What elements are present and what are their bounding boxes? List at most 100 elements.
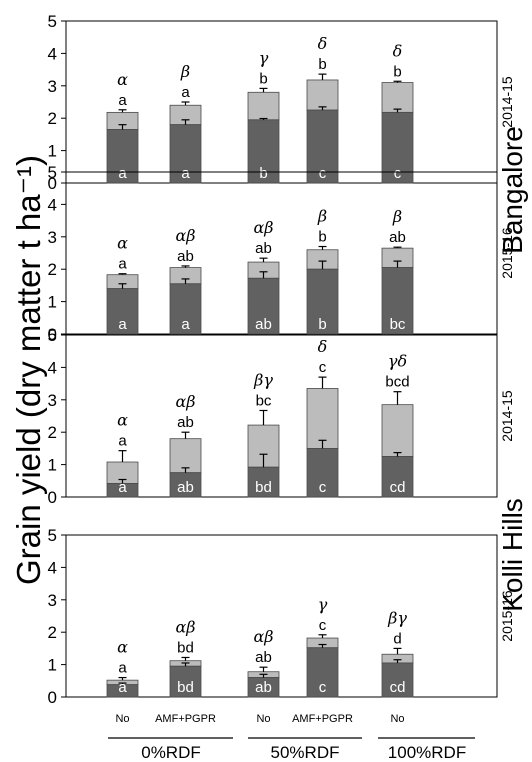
letter-total: bd xyxy=(177,639,194,656)
y-tick-label: 2 xyxy=(48,260,57,279)
letter-dark: ab xyxy=(255,679,272,696)
letter-dark: bc xyxy=(390,316,406,333)
y-tick-label: 0 xyxy=(48,174,57,193)
letter-total: c xyxy=(319,617,327,634)
y-tick-label: 0 xyxy=(48,688,57,707)
year-label: 2014-15 xyxy=(499,390,515,442)
x-category-label: AMF+PGPR xyxy=(155,713,216,725)
letter-total: a xyxy=(118,92,127,109)
letter-total: b xyxy=(318,56,326,73)
letter-greek: αβ xyxy=(175,617,195,636)
letter-total: ab xyxy=(389,229,406,246)
letter-dark: cd xyxy=(390,479,406,496)
bar-dark xyxy=(381,267,414,335)
letter-total: a xyxy=(181,84,190,101)
y-tick-label: 4 xyxy=(48,195,57,214)
bar-total xyxy=(381,404,414,457)
bar-dark xyxy=(106,129,139,184)
letter-total: b xyxy=(318,229,326,246)
year-label: 2015-16 xyxy=(499,227,515,279)
letter-dark: b xyxy=(259,165,267,182)
letter-greek: δ xyxy=(318,34,328,53)
letter-total: c xyxy=(319,359,327,376)
letter-dark: c xyxy=(319,679,327,696)
letter-greek: δ xyxy=(318,337,328,356)
bar-dark xyxy=(306,268,339,335)
y-tick-label: 1 xyxy=(48,293,57,312)
letter-greek: α xyxy=(117,411,128,430)
y-tick-label: 5 xyxy=(48,326,57,345)
bar-dark xyxy=(381,111,414,184)
letter-total: ab xyxy=(177,248,194,265)
y-tick-label: 0 xyxy=(48,325,57,344)
letter-greek: αβ xyxy=(253,627,273,646)
letter-dark: a xyxy=(118,479,127,496)
year-label: 2014-15 xyxy=(499,76,515,128)
group-label-0rdf: 0%RDF xyxy=(141,743,201,762)
y-axis-label: Grain yield (dry matter t ha⁻¹) xyxy=(10,155,47,585)
bar-total xyxy=(306,79,339,111)
panels: 0123452014-15aαaaβabγbbδcbδc0123452015-1… xyxy=(48,12,515,707)
letter-total: bcd xyxy=(385,374,409,391)
letter-dark: a xyxy=(118,165,127,182)
y-tick-label: 5 xyxy=(48,163,57,182)
bar-dark xyxy=(306,447,339,498)
letter-greek: α xyxy=(117,638,128,657)
letter-total: ab xyxy=(255,649,272,666)
letter-greek: βγ xyxy=(253,370,273,389)
letter-greek: βγ xyxy=(387,608,407,627)
y-tick-label: 4 xyxy=(48,44,57,63)
letter-total: a xyxy=(118,256,127,273)
y-tick-label: 5 xyxy=(48,526,57,545)
bar-dark xyxy=(306,647,339,698)
bar-dark xyxy=(247,277,280,335)
letter-total: a xyxy=(118,433,127,450)
letter-dark: ab xyxy=(177,479,194,496)
bar-dark xyxy=(169,283,202,335)
letter-dark: c xyxy=(394,165,402,182)
x-category-label: No xyxy=(256,713,270,725)
y-tick-label: 2 xyxy=(48,423,57,442)
y-tick-label: 5 xyxy=(48,12,57,31)
letter-greek: γ xyxy=(318,595,328,614)
letter-dark: a xyxy=(181,165,190,182)
letter-greek: αβ xyxy=(175,226,195,245)
letter-dark: a xyxy=(181,316,190,333)
letter-dark: c xyxy=(319,165,327,182)
site-label-kolli-hills: Kolli Hills xyxy=(497,498,528,612)
bar-dark xyxy=(381,456,414,498)
letter-dark: cd xyxy=(390,679,406,696)
y-tick-label: 4 xyxy=(48,358,57,377)
y-tick-label: 0 xyxy=(48,488,57,507)
bar-dark xyxy=(381,662,414,698)
panel-frame xyxy=(65,20,498,184)
bar-total xyxy=(247,91,280,121)
letter-greek: γ xyxy=(259,48,269,67)
letter-dark: bd xyxy=(177,679,194,696)
letter-dark: a xyxy=(118,679,127,696)
letter-total: b xyxy=(393,63,401,80)
letter-greek: αβ xyxy=(253,218,273,237)
bar-total xyxy=(381,82,414,113)
letter-dark: a xyxy=(118,316,127,333)
letter-greek: γδ xyxy=(388,352,407,371)
group-label-100rdf: 100%RDF xyxy=(388,743,466,762)
letter-total: ab xyxy=(255,240,272,257)
panel-frame xyxy=(65,534,498,698)
letter-greek: β xyxy=(392,207,402,226)
letter-dark: ab xyxy=(255,316,272,333)
x-category-labels: No AMF+PGPR No AMF+PGPR No xyxy=(115,713,404,725)
letter-greek: αβ xyxy=(175,392,195,411)
panel-frame xyxy=(65,171,498,335)
x-category-label: AMF+PGPR xyxy=(292,713,353,725)
bar-dark xyxy=(247,466,280,498)
group-label-50rdf: 50%RDF xyxy=(271,743,340,762)
letter-greek: β xyxy=(180,62,190,81)
y-tick-label: 1 xyxy=(48,456,57,475)
site-label-bangalore: Bangalore xyxy=(497,126,528,254)
bar-total xyxy=(306,388,339,449)
